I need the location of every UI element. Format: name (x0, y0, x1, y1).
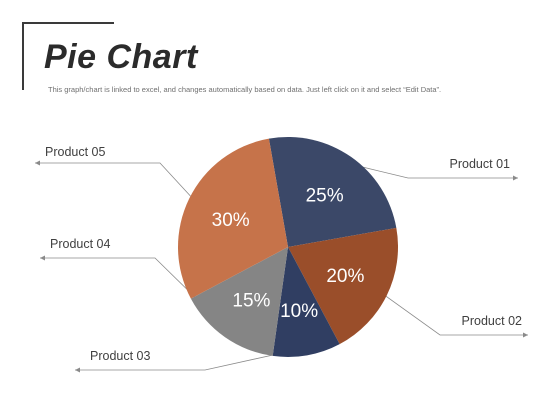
pie-value-labels: 25% 20% 10% 15% 30% (212, 186, 365, 322)
pie-slice-product-03 (272, 247, 340, 357)
slice-value-label-product-03: 10% (280, 301, 318, 322)
pie-slice-product-02 (288, 227, 398, 345)
pie-slice-product-04 (190, 247, 288, 356)
pie-slice-product-05 (177, 138, 288, 299)
pie-slices (177, 137, 398, 357)
title-bracket-decoration (22, 22, 114, 90)
callout-label-product-05: Product 05 (45, 145, 106, 159)
slice-value-label-product-05: 30% (212, 210, 250, 231)
callout-labels: Product 01 Product 02 Product 03 Product 04… (45, 145, 522, 363)
slice-value-label-product-02: 20% (326, 266, 364, 287)
callout-arrow-product-01 (513, 175, 518, 181)
callout-label-product-03: Product 03 (90, 349, 151, 363)
callout-label-product-02: Product 02 (462, 314, 523, 328)
callout-line-product-02 (379, 291, 528, 336)
callout-label-product-04: Product 04 (50, 237, 111, 251)
page-title: Pie Chart (44, 38, 198, 76)
pie-slice-product-01 (268, 137, 397, 247)
callout-arrow-product-02 (523, 332, 528, 338)
callout-label-product-01: Product 01 (450, 157, 511, 171)
callout-arrow-product-03 (75, 367, 80, 373)
slice-value-label-product-01: 25% (306, 186, 344, 207)
page-subtitle: This graph/chart is linked to excel, and… (48, 85, 442, 94)
callout-arrow-product-05 (35, 160, 40, 166)
callout-line-product-01 (346, 162, 518, 179)
callout-line-product-05 (35, 162, 197, 203)
callout-arrow-product-04 (40, 255, 45, 261)
slice-value-label-product-04: 15% (232, 290, 270, 311)
